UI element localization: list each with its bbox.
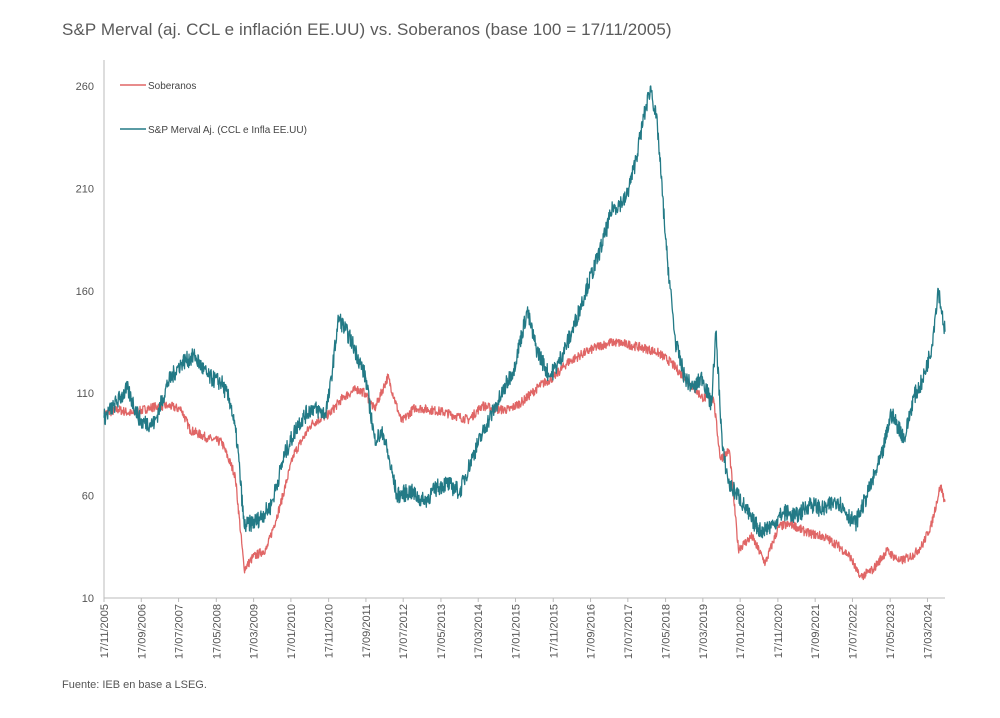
- y-tick-label: 60: [82, 491, 94, 503]
- chart-title: S&P Merval (aj. CCL e inflación EE.UU) v…: [62, 20, 672, 39]
- x-tick-label: 17/09/2011: [361, 604, 373, 658]
- legend-label-merval: S&P Merval Aj. (CCL e Infla EE.UU): [148, 125, 307, 136]
- x-tick-label: 17/07/2017: [623, 604, 635, 659]
- chart-series: [103, 85, 946, 581]
- x-tick-label: 17/03/2019: [698, 604, 710, 659]
- x-tick-label: 17/05/2023: [885, 604, 897, 659]
- y-tick-label: 110: [76, 388, 94, 400]
- x-tick-label: 17/03/2014: [473, 604, 485, 659]
- series-line-soberanos: [103, 338, 946, 581]
- chart-axes: 10 60 110 160 210 260 17/11/2005 17/09/2006 17/0…: [76, 60, 945, 659]
- x-tick-label: 17/11/2015: [548, 604, 560, 658]
- source-note: Fuente: IEB en base a LSEG.: [62, 679, 207, 691]
- x-tick-label: 17/05/2013: [436, 604, 448, 659]
- x-tick-label: 17/09/2016: [586, 604, 598, 659]
- chart-legend: Soberanos S&P Merval Aj. (CCL e Infla EE…: [120, 81, 307, 136]
- y-tick-label: 160: [76, 286, 94, 298]
- legend-label-soberanos: Soberanos: [148, 81, 196, 92]
- x-tick-label: 17/05/2018: [661, 604, 673, 659]
- series-line-merval: [103, 85, 946, 539]
- x-tick-label: 17/03/2009: [249, 604, 261, 659]
- x-tick-label: 17/11/2010: [324, 604, 336, 658]
- y-tick-label: 210: [76, 183, 94, 195]
- x-tick-label: 17/03/2024: [922, 604, 934, 659]
- x-tick-label: 17/09/2006: [136, 604, 148, 659]
- x-tick-label: 17/09/2021: [810, 604, 822, 659]
- x-tick-label: 17/07/2022: [847, 604, 859, 659]
- x-tick-label: 17/01/2015: [511, 604, 523, 659]
- y-tick-label: 260: [76, 81, 94, 93]
- x-tick-label: 17/11/2020: [773, 604, 785, 658]
- y-tick-label: 10: [82, 593, 94, 605]
- x-tick-label: 17/01/2010: [286, 604, 298, 659]
- x-tick-label: 17/11/2005: [99, 604, 111, 658]
- x-tick-label: 17/01/2020: [735, 604, 747, 659]
- x-tick-label: 17/05/2008: [211, 604, 223, 659]
- x-tick-label: 17/07/2012: [398, 604, 410, 659]
- x-tick-label: 17/07/2007: [174, 604, 186, 659]
